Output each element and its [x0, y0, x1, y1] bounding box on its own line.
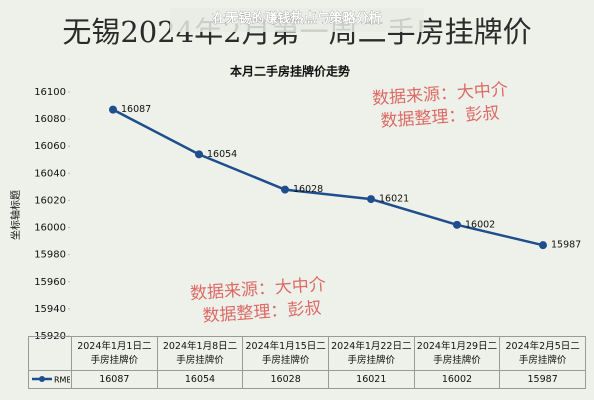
banner-bg: [170, 8, 424, 32]
point: [109, 105, 117, 114]
data-label: 15987: [551, 240, 581, 251]
value-cell: 15987: [499, 370, 586, 389]
data-label: 16028: [293, 184, 323, 195]
data-label: 16054: [207, 149, 237, 160]
y-tick-label: 16080: [34, 114, 66, 125]
category-cell: 2024年2月5日二手房挂牌价: [499, 336, 586, 371]
watermark: 数据整理：彭叔: [202, 298, 322, 326]
chart-title: 本月二手房挂牌价走势: [230, 64, 350, 79]
y-tick-label: 16040: [34, 168, 66, 179]
banner: 在无锡的赚钱热点与策略分析: [212, 11, 381, 27]
point: [453, 220, 461, 229]
category-cell: 2024年1月22日二手房挂牌价: [327, 336, 415, 371]
point: [281, 185, 289, 194]
category-cell: 2024年1月29日二手房挂牌价: [413, 336, 501, 371]
corner-cell: [28, 336, 72, 371]
legend-cell: RMB: [28, 370, 72, 389]
category-cell: 2024年1月15日二手房挂牌价: [242, 336, 329, 371]
y-tick-label: 16100: [34, 87, 66, 98]
value-cell: 16021: [327, 370, 415, 389]
legend-label: RMB: [54, 376, 70, 385]
y-tick-label: 15960: [34, 277, 66, 288]
y-tick-label: 16060: [34, 141, 66, 152]
data-table: 2024年1月1日二手房挂牌价 2024年1月8日二手房挂牌价 2024年1月15日…: [28, 336, 586, 389]
series-line: [112, 108, 544, 247]
watermark: 数据整理：彭叔: [380, 103, 500, 131]
point: [367, 195, 375, 204]
value-cell: 16028: [242, 370, 329, 389]
y-tick-label: 16000: [34, 223, 66, 234]
legend-swatch: RMB: [32, 376, 72, 385]
value-cell: 16054: [156, 370, 244, 389]
y-tick-label: 16020: [34, 195, 66, 206]
y-tick-label: 15940: [34, 304, 66, 315]
category-cell: 2024年1月8日二手房挂牌价: [156, 336, 244, 371]
data-label: 16002: [465, 219, 495, 230]
value-cell: 16002: [413, 370, 501, 389]
value-cell: 16087: [71, 370, 158, 389]
category-cell: 2024年1月1日二手房挂牌价: [71, 336, 158, 371]
y-axis-label: 坐标轴标题: [9, 190, 22, 240]
point: [539, 241, 547, 250]
y-tick-label: 15980: [34, 250, 66, 261]
data-label: 16087: [121, 104, 151, 115]
point: [195, 150, 203, 159]
data-label: 16021: [379, 194, 409, 205]
